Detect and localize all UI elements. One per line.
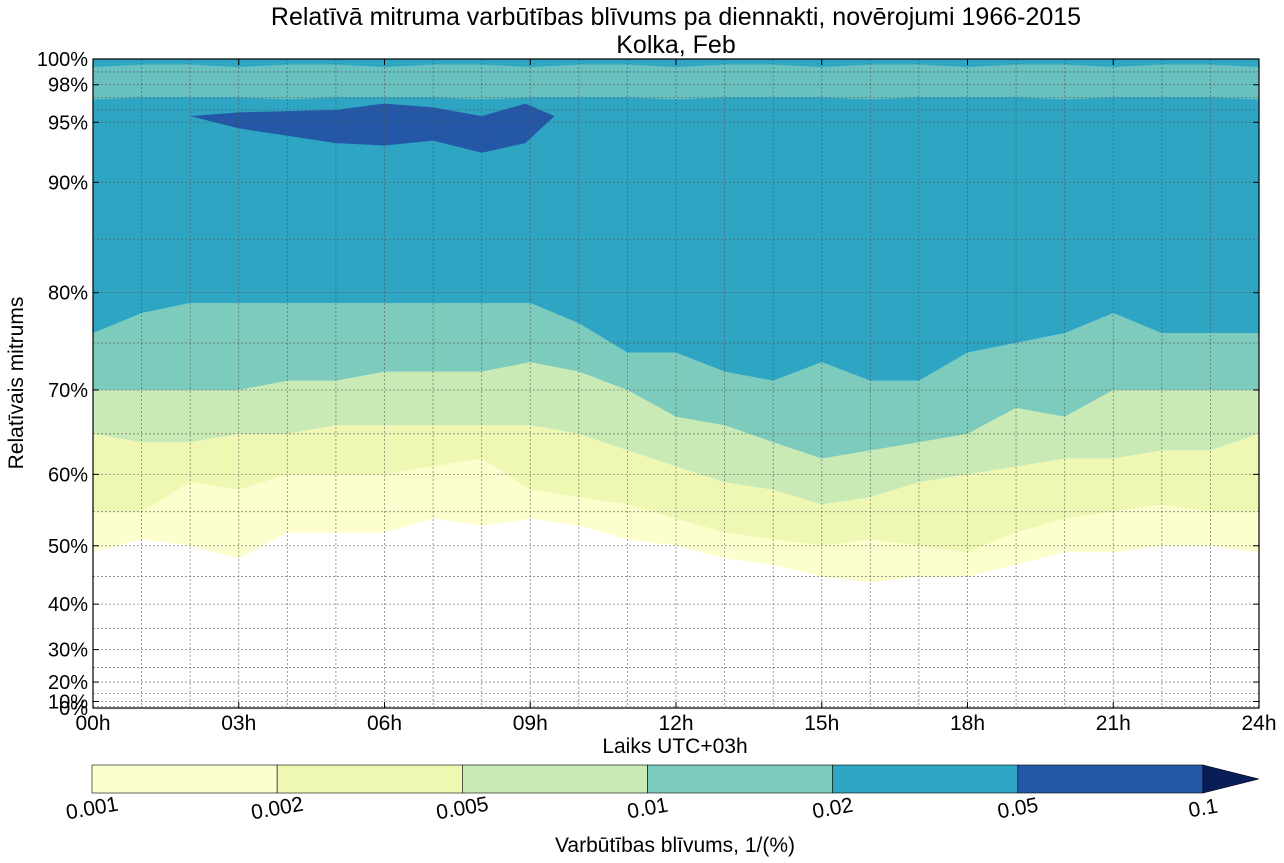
x-axis-label: Laiks UTC+03h — [602, 735, 747, 758]
chart-subtitle: Kolka, Feb — [616, 31, 736, 59]
chart-title: Relatīvā mitruma varbūtības blīvums pa d… — [270, 3, 1082, 31]
x-tick-label: 00h — [75, 712, 110, 735]
high-density-patch — [190, 103, 555, 153]
colorbar-tick-label: 0.002 — [249, 793, 305, 825]
x-tick-label: 12h — [658, 712, 693, 735]
y-tick-label: 40% — [48, 594, 88, 616]
colorbar-tick-label: 0.001 — [64, 793, 120, 825]
y-tick-label: 100% — [37, 49, 88, 71]
y-tick-label: 80% — [48, 283, 88, 305]
colorbar-tick-label: 0.005 — [435, 793, 491, 825]
colorbar-segment-0.001 — [91, 764, 278, 794]
x-tick-label: 06h — [367, 712, 402, 735]
x-tick-label: 24h — [1241, 712, 1276, 735]
colorbar-segment-0.05 — [1017, 764, 1204, 794]
axes: 00h 03h 06h 09h 12h 15h 18h 21h 24h 0%10%20% 30% 40… — [37, 49, 1277, 735]
x-tick-label: 21h — [1096, 712, 1131, 735]
colorbar-segment-0.02 — [832, 764, 1019, 794]
x-tick-label: 15h — [804, 712, 839, 735]
colorbar-tick-label: 0.01 — [625, 794, 669, 824]
colorbar-label: Varbūtības blīvums, 1/(%) — [555, 834, 795, 857]
y-tick-label: 10% — [48, 692, 88, 714]
y-tick-label: 60% — [48, 464, 88, 486]
y-tick-label: 50% — [48, 536, 88, 558]
x-tick-label: 18h — [950, 712, 985, 735]
colorbar-segment-0.002 — [276, 764, 463, 794]
y-tick-label: 20% — [48, 672, 88, 694]
colorbar-segment-0.01 — [647, 764, 833, 794]
top-band — [93, 64, 1259, 100]
y-tick-label: 90% — [48, 172, 88, 194]
grid — [93, 59, 1259, 708]
y-tick-label: 30% — [48, 640, 88, 662]
colorbar-tick-label: 0.02 — [811, 794, 855, 824]
y-axis-label: Relatīvais mitrums — [5, 297, 28, 470]
colorbar: 0.001 0.002 0.005 0.01 0.02 0.05 0.1 — [64, 764, 1260, 825]
y-tick-label: 0% — [59, 698, 88, 720]
colorbar-extend-arrow — [1202, 764, 1260, 794]
colorbar-tick-label: 0.05 — [996, 794, 1040, 824]
y-tick-label: 98% — [48, 75, 88, 97]
x-tick-label: 09h — [513, 712, 548, 735]
y-tick-label: 70% — [48, 380, 88, 402]
colorbar-segment-0.005 — [462, 764, 648, 794]
colorbar-tick-label: 0.1 — [1187, 795, 1220, 823]
x-tick-label: 03h — [221, 712, 256, 735]
y-tick-label: 95% — [48, 112, 88, 134]
